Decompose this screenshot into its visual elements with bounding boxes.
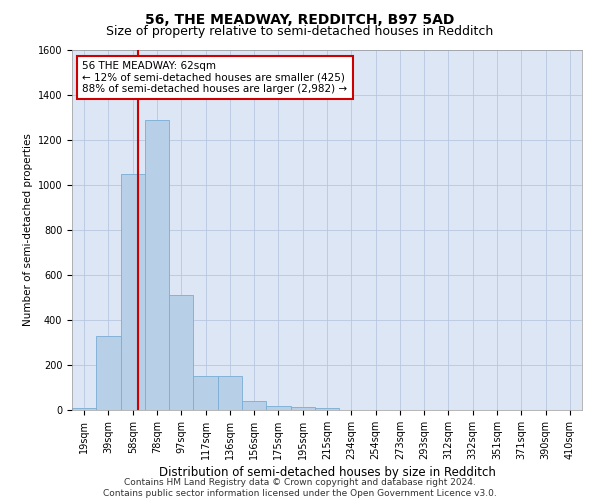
Bar [145, 120, 169, 410]
Text: 56, THE MEADWAY, REDDITCH, B97 5AD: 56, THE MEADWAY, REDDITCH, B97 5AD [145, 12, 455, 26]
Bar [218, 376, 242, 410]
Text: 56 THE MEADWAY: 62sqm
← 12% of semi-detached houses are smaller (425)
88% of sem: 56 THE MEADWAY: 62sqm ← 12% of semi-deta… [82, 61, 347, 94]
Bar [72, 408, 96, 410]
Bar [266, 406, 290, 410]
Text: Size of property relative to semi-detached houses in Redditch: Size of property relative to semi-detach… [106, 25, 494, 38]
Bar [290, 406, 315, 410]
Bar [193, 376, 218, 410]
Y-axis label: Number of semi-detached properties: Number of semi-detached properties [23, 134, 34, 326]
Bar [121, 174, 145, 410]
Bar [169, 295, 193, 410]
X-axis label: Distribution of semi-detached houses by size in Redditch: Distribution of semi-detached houses by … [158, 466, 496, 479]
Bar [315, 408, 339, 410]
Bar [242, 401, 266, 410]
Bar [96, 336, 121, 410]
Text: Contains HM Land Registry data © Crown copyright and database right 2024.
Contai: Contains HM Land Registry data © Crown c… [103, 478, 497, 498]
